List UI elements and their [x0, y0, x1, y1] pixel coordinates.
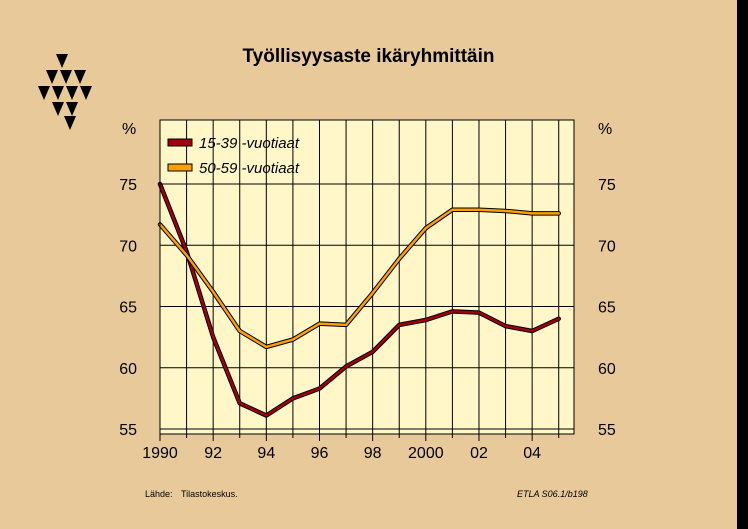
- legend-label: 15-39 -vuotiaat: [199, 135, 300, 152]
- y-tick-label-right: 55: [598, 422, 616, 439]
- x-tick-label: 1990: [142, 445, 178, 462]
- tick-marks: [159, 434, 560, 441]
- source-value: Tilastokeskus.: [181, 489, 238, 499]
- source-label: Lähde:: [145, 489, 173, 499]
- y-tick-label-left: 75: [119, 177, 137, 194]
- y-tick-label-left: 60: [119, 361, 137, 378]
- x-tick-label: 98: [364, 445, 382, 462]
- x-tick-label: 92: [204, 445, 222, 462]
- y-tick-label-left: 55: [119, 422, 137, 439]
- legend-swatch: [167, 163, 193, 172]
- legend-swatch: [167, 138, 193, 147]
- x-tick-label: 96: [311, 445, 329, 462]
- y-tick-label-right: 75: [598, 177, 616, 194]
- y-unit-label-left: %: [122, 121, 136, 138]
- y-tick-label-right: 60: [598, 361, 616, 378]
- etla-logo-icon: [38, 54, 92, 130]
- series-lines: [157, 181, 561, 418]
- y-tick-label-left: 70: [119, 238, 137, 255]
- y-unit-label-right: %: [598, 121, 612, 138]
- reference-code: ETLA S06.1/b198: [517, 489, 588, 499]
- axis-labels: 1990 92 94 96 98 2000 02 04 55 55 60 60 65 65 70 70 75 75…: [119, 121, 616, 462]
- series-line: [158, 182, 560, 417]
- y-tick-label-left: 65: [119, 300, 137, 317]
- y-tick-label-right: 65: [598, 300, 616, 317]
- grid-lines: [160, 120, 574, 434]
- legend-label: 50-59 -vuotiaat: [199, 160, 300, 177]
- plot-area-border: [159, 119, 575, 435]
- legend: 15-39 -vuotiaat 50-59 -vuotiaat: [167, 135, 300, 177]
- y-tick-label-right: 70: [598, 238, 616, 255]
- x-tick-label: 2000: [408, 445, 444, 462]
- chart-title: Työllisyysaste ikäryhmittäin: [242, 46, 495, 67]
- x-tick-label: 02: [470, 445, 488, 462]
- series-line: [158, 208, 560, 349]
- x-tick-label: 04: [523, 445, 541, 462]
- right-edge-strip: [737, 0, 748, 529]
- x-tick-label: 94: [257, 445, 275, 462]
